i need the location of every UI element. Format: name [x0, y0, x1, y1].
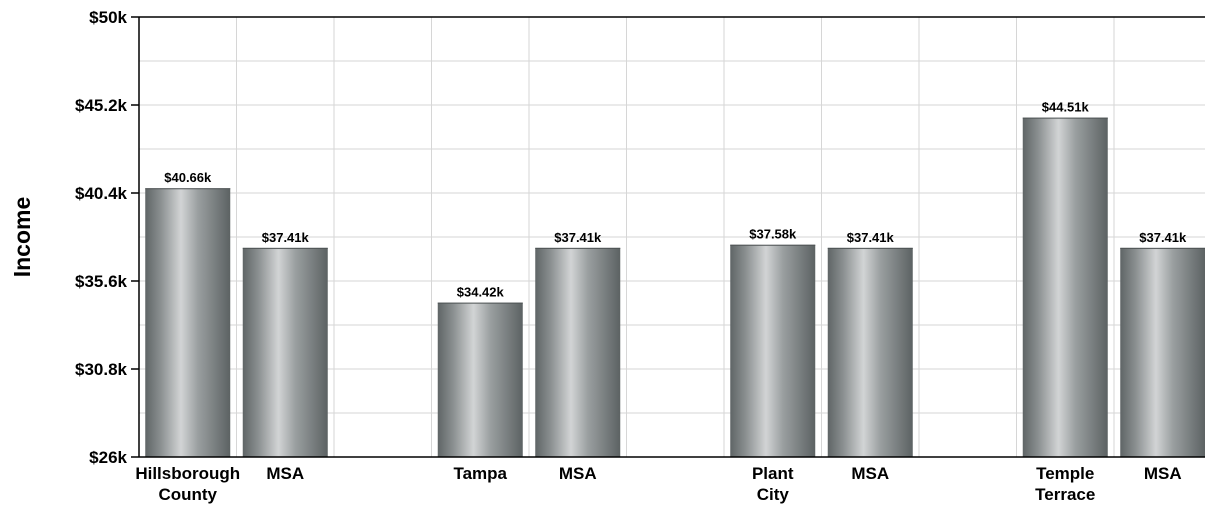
category-label: MSA	[559, 464, 597, 483]
y-tick-label: $26k	[89, 448, 127, 467]
y-tick-label: $30.8k	[75, 360, 128, 379]
data-label: $34.42k	[457, 285, 505, 300]
bar	[145, 188, 231, 457]
bar	[437, 302, 523, 457]
bar	[1120, 247, 1205, 457]
category-label: Temple Terrace	[1035, 464, 1095, 504]
y-tick-label: $40.4k	[75, 184, 128, 203]
category-label-line: MSA	[266, 464, 304, 483]
category-label: Hillsborough County	[135, 464, 240, 504]
category-label-line: Tampa	[453, 464, 507, 483]
data-label: $44.51k	[1042, 100, 1090, 115]
y-tick-label: $45.2k	[75, 96, 128, 115]
category-label: Plant City	[752, 464, 794, 504]
y-axis-title: Income	[9, 197, 35, 278]
category-label-line: Plant	[752, 464, 794, 483]
bar	[535, 247, 621, 457]
bar	[1022, 117, 1108, 458]
labels: $40.66k Hillsborough County $37.41k MSA $34.4…	[75, 8, 1187, 504]
bars	[145, 117, 1205, 458]
bar	[242, 247, 328, 457]
data-label: $37.41k	[262, 230, 310, 245]
axes	[131, 16, 1205, 458]
category-label: MSA	[266, 464, 304, 483]
bar	[730, 244, 816, 457]
category-label-line: County	[158, 485, 217, 504]
category-label: MSA	[1144, 464, 1182, 483]
data-label: $37.58k	[749, 227, 797, 242]
data-label: $37.41k	[1139, 230, 1187, 245]
category-label-line: MSA	[1144, 464, 1182, 483]
category-label-line: MSA	[851, 464, 889, 483]
y-tick-label: $35.6k	[75, 272, 128, 291]
category-label-line: City	[757, 485, 790, 504]
data-label: $40.66k	[164, 170, 212, 185]
category-label-line: Hillsborough	[135, 464, 240, 483]
data-label: $37.41k	[847, 230, 895, 245]
data-label: $37.41k	[554, 230, 602, 245]
category-label-line: MSA	[559, 464, 597, 483]
category-label-line: Terrace	[1035, 485, 1095, 504]
bar	[827, 247, 913, 457]
category-label: MSA	[851, 464, 889, 483]
category-label: Tampa	[453, 464, 507, 483]
category-label-line: Temple	[1036, 464, 1094, 483]
y-tick-label: $50k	[89, 8, 127, 27]
